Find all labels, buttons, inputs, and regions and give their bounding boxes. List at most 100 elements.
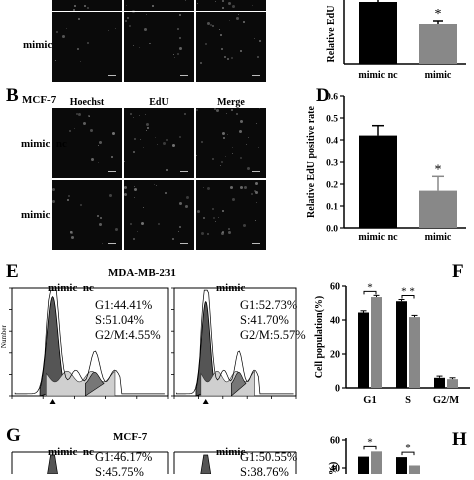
y-axis-label: Relative EdU positive rate: [306, 105, 317, 217]
nucleus-spot: [252, 5, 253, 6]
nucleus-spot: [52, 188, 55, 191]
panel-b-row-label-mimic: mimic: [21, 209, 51, 221]
nucleus-spot: [143, 147, 144, 148]
nucleus-spot: [207, 187, 210, 190]
nucleus-spot: [98, 162, 99, 163]
bar: [409, 317, 420, 388]
nucleus-spot: [125, 20, 127, 22]
panel-b-image-edu-nc: [124, 108, 194, 178]
g1-marker: [49, 399, 56, 404]
nucleus-spot: [133, 117, 134, 118]
nucleus-spot: [224, 56, 226, 58]
bar: [396, 301, 407, 388]
nucleus-spot: [243, 224, 246, 227]
nucleus-spot: [220, 34, 222, 36]
nucleus-spot: [111, 156, 113, 158]
nucleus-spot: [223, 137, 225, 139]
panel-h-chart: 40 60 * * (%): [328, 436, 420, 474]
nucleus-spot: [240, 120, 243, 123]
tick-label: mimic: [425, 232, 452, 243]
nucleus-spot: [134, 138, 136, 140]
nucleus-spot: [205, 43, 207, 45]
nucleus-spot: [243, 21, 245, 23]
nucleus-spot: [87, 42, 89, 44]
nucleus-spot: [196, 155, 197, 156]
bar: [358, 456, 369, 474]
nucleus-spot: [184, 113, 186, 115]
nucleus-spot: [236, 113, 238, 115]
nucleus-spot: [196, 109, 198, 111]
y-axis-label: Number: [0, 324, 8, 348]
g1-peak: [39, 295, 66, 397]
y-tick-label: 60: [330, 436, 340, 447]
nucleus-spot: [99, 223, 102, 226]
nucleus-spot: [62, 35, 65, 38]
nucleus-spot: [154, 184, 155, 185]
nucleus-spot: [227, 134, 228, 135]
nucleus-spot: [222, 7, 224, 9]
y-axis-label: Cell population(%): [314, 296, 325, 379]
bar: [371, 451, 382, 474]
nucleus-spot: [173, 54, 174, 55]
nucleus-spot: [197, 210, 200, 213]
nucleus-spot: [134, 188, 137, 191]
nucleus-spot: [239, 130, 242, 133]
nucleus-spot: [115, 28, 116, 29]
nucleus-spot: [201, 141, 203, 143]
nucleus-spot: [73, 9, 75, 11]
nucleus-spot: [127, 17, 129, 19]
tick-label: G1: [363, 395, 376, 406]
panel-b-image-edu-mimic: [124, 180, 194, 250]
significance-bracket: [401, 295, 415, 299]
nucleus-spot: [134, 186, 135, 187]
panel-b-cell-line: MCF-7: [22, 94, 57, 106]
panel-a-row-divider: [52, 11, 266, 12]
y-tick-label: 40: [330, 316, 340, 327]
bar: [359, 2, 397, 64]
g1-marker: [202, 399, 209, 404]
nucleus-spot: [213, 217, 215, 219]
nucleus-spot: [76, 113, 78, 115]
nucleus-spot: [143, 207, 144, 208]
bar: [358, 312, 369, 388]
scale-bar: [108, 171, 116, 172]
panel-a-row-label: mimic: [23, 39, 53, 51]
nucleus-spot: [166, 169, 168, 171]
nucleus-spot: [108, 30, 109, 31]
nucleus-spot: [129, 25, 131, 27]
nucleus-spot: [254, 38, 255, 39]
nucleus-spot: [255, 182, 258, 185]
panel-b-image-hoechst-mimic: [52, 180, 122, 250]
scale-bar: [180, 171, 188, 172]
y-axis-label: Relative EdU: [326, 6, 337, 63]
nucleus-spot: [178, 231, 179, 232]
nucleus-spot: [67, 199, 69, 201]
bar: [434, 377, 445, 388]
nucleus-spot: [177, 53, 179, 55]
nucleus-spot: [97, 215, 99, 217]
nucleus-spot: [130, 113, 132, 115]
nucleus-spot: [124, 161, 125, 162]
y-tick-label: 0.4: [326, 137, 338, 147]
nucleus-spot: [212, 208, 214, 210]
nucleus-spot: [229, 20, 230, 21]
panel-g-left-stats: G1:46.17% S:45.75%: [95, 450, 153, 479]
nucleus-spot: [141, 222, 144, 225]
significance-marker: *: [367, 281, 373, 293]
nucleus-spot: [185, 0, 186, 1]
nucleus-spot: [212, 25, 214, 27]
nucleus-spot: [240, 50, 242, 52]
panel-label-e: E: [6, 261, 19, 282]
nucleus-spot: [179, 136, 181, 138]
nucleus-spot: [212, 158, 214, 160]
scale-bar: [180, 75, 188, 76]
bar: [409, 465, 420, 474]
nucleus-spot: [145, 114, 146, 115]
scale-bar: [108, 75, 116, 76]
significance-marker: *: [405, 442, 411, 454]
nucleus-spot: [221, 48, 223, 50]
nucleus-spot: [203, 217, 205, 219]
nucleus-spot: [147, 127, 149, 129]
panel-a-image-hoechst: [52, 0, 122, 82]
nucleus-spot: [172, 238, 174, 240]
